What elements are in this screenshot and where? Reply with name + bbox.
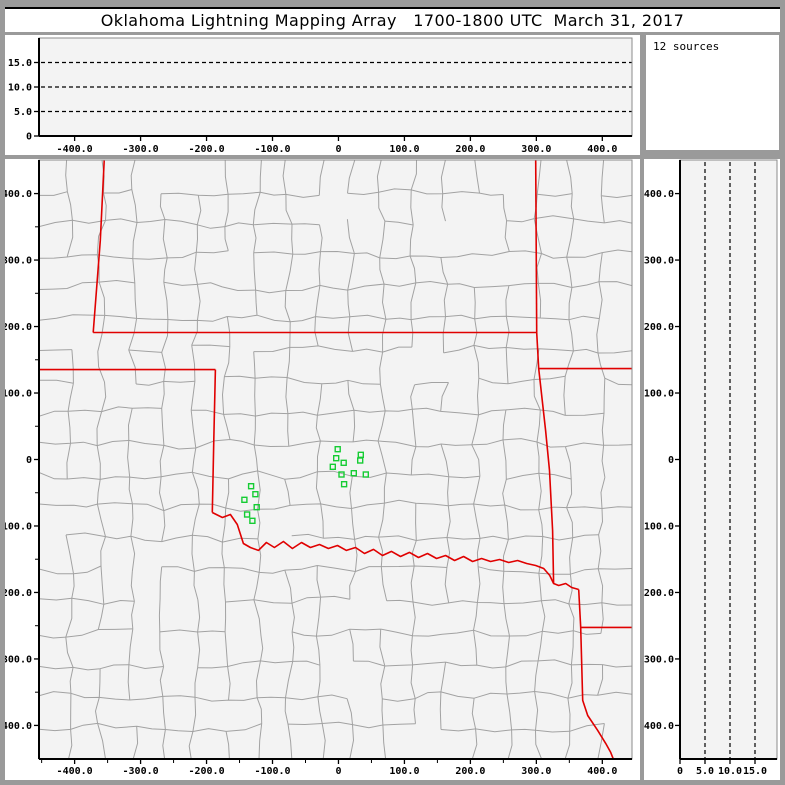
tick-label: -300.0 — [5, 654, 32, 665]
source-marker — [241, 496, 248, 503]
source-marker — [334, 446, 341, 453]
altitude-ew-panel: 0 5.0 10.0 15.0 -400.0 -300.0 -200.0 -100.0 0 100… — [5, 35, 640, 155]
sources-count-label: 12 sources — [653, 40, 720, 53]
tick-label: 200.0 — [644, 322, 674, 333]
tick-label: 15.0 — [743, 766, 767, 777]
tick-label: 0 — [677, 766, 683, 777]
tick-label: 15.0 — [8, 58, 32, 69]
tick-label: -300.0 — [123, 144, 159, 155]
tick-label: 10.0 — [718, 766, 742, 777]
tick-label: 100.0 — [5, 389, 32, 400]
plot-background — [680, 160, 777, 759]
source-marker — [340, 481, 348, 488]
source-marker — [333, 455, 340, 462]
lightning-source-markers — [241, 446, 369, 524]
tick-label: 400.0 — [587, 144, 617, 155]
source-marker — [340, 459, 347, 466]
county-boundaries — [39, 160, 632, 759]
plan-view-map-panel: 400.0 300.0 200.0 100.0 0 -100.0 -200.0 -300.0 -… — [5, 159, 640, 780]
tick-label: 5.0 — [14, 107, 32, 118]
tick-label: -300.0 — [123, 766, 159, 777]
tick-label: 400.0 — [587, 766, 617, 777]
tick-label: 400.0 — [5, 189, 32, 200]
map-background — [39, 160, 632, 759]
source-marker — [253, 504, 260, 511]
tick-label: -200.0 — [188, 144, 224, 155]
source-marker — [243, 511, 251, 518]
tick-label: 0 — [26, 455, 32, 466]
tick-label: 0 — [26, 132, 32, 143]
state-boundaries — [39, 160, 632, 759]
tick-label: -100.0 — [254, 144, 290, 155]
source-marker — [357, 451, 364, 458]
axes — [34, 38, 632, 141]
tick-label: 200.0 — [455, 144, 485, 155]
tick-label: 0 — [668, 455, 674, 466]
map-layers — [39, 160, 632, 759]
tick-label: 400.0 — [644, 189, 674, 200]
tick-label: 0 — [335, 766, 341, 777]
source-marker — [249, 517, 256, 524]
source-marker — [350, 470, 357, 477]
tick-label: 300.0 — [521, 766, 551, 777]
tick-label: -100.0 — [5, 521, 32, 532]
axes — [34, 160, 632, 764]
tick-label: 0 — [335, 144, 341, 155]
tick-label: -100.0 — [644, 521, 674, 532]
source-marker — [357, 457, 364, 464]
window-title: Oklahoma Lightning Mapping Array 1700-18… — [5, 7, 780, 32]
tick-label: -400.0 — [5, 721, 32, 732]
source-marker — [247, 483, 255, 490]
axes — [675, 160, 777, 764]
source-marker — [338, 471, 345, 478]
tick-label: 100.0 — [644, 389, 674, 400]
tick-label: -100.0 — [254, 766, 290, 777]
source-marker — [329, 463, 336, 470]
plan-view-map-plot: 400.0 300.0 200.0 100.0 0 -100.0 -200.0 -300.0 -… — [5, 159, 633, 777]
altitude-gridlines — [41, 61, 632, 113]
tick-label: 300.0 — [521, 144, 551, 155]
source-marker — [252, 491, 259, 498]
sources-count-panel: 12 sources — [646, 35, 779, 150]
source-marker — [362, 471, 369, 478]
altitude-gridlines — [704, 162, 756, 759]
tick-label: 300.0 — [644, 256, 674, 267]
altitude-ns-plot: 400.0 300.0 200.0 100.0 0 -100.0 -200.0 -300.0 -… — [644, 159, 778, 777]
tick-label: 300.0 — [5, 256, 32, 267]
tick-label: -300.0 — [644, 654, 674, 665]
altitude-ns-panel: 400.0 300.0 200.0 100.0 0 -100.0 -200.0 -300.0 -… — [644, 159, 780, 780]
tick-label: -200.0 — [644, 588, 674, 599]
tick-label: 200.0 — [5, 322, 32, 333]
tick-label: 200.0 — [455, 766, 485, 777]
tick-label: -400.0 — [57, 144, 93, 155]
tick-label: 10.0 — [8, 83, 32, 94]
tick-label: -400.0 — [644, 721, 674, 732]
tick-label: 100.0 — [389, 766, 419, 777]
tick-label: -200.0 — [188, 766, 224, 777]
tick-label: -200.0 — [5, 588, 32, 599]
tick-label: 5.0 — [696, 766, 714, 777]
tick-label: -400.0 — [57, 766, 93, 777]
tick-label: 100.0 — [389, 144, 419, 155]
altitude-ew-plot: 0 5.0 10.0 15.0 -400.0 -300.0 -200.0 -100.0 0 100… — [8, 37, 633, 155]
